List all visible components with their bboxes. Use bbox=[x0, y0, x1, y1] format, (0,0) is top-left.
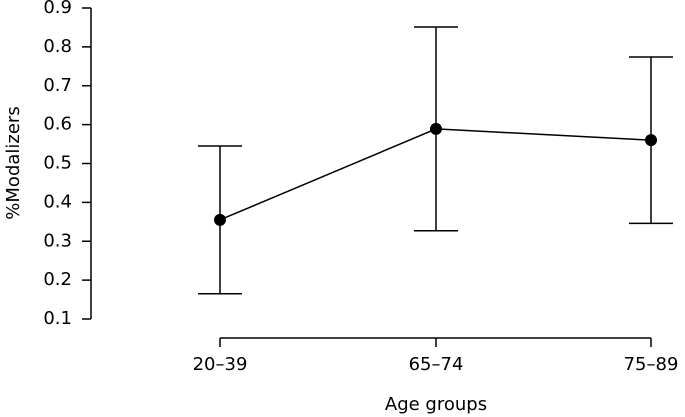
x-tick-label: 20–39 bbox=[193, 354, 248, 375]
y-axis-title: %Modalizers bbox=[3, 106, 24, 219]
y-tick-label: 0.2 bbox=[43, 269, 72, 290]
y-tick-label: 0.6 bbox=[43, 114, 72, 135]
point bbox=[430, 122, 442, 135]
point bbox=[214, 213, 226, 226]
y-tick-label: 0.9 bbox=[43, 0, 72, 18]
y-tick-label: 0.4 bbox=[43, 191, 72, 212]
y-tick-label: 0.7 bbox=[43, 75, 72, 96]
y-tick-label: 0.1 bbox=[43, 308, 72, 329]
x-tick-label: 65–74 bbox=[409, 354, 464, 375]
x-axis-title: Age groups bbox=[385, 394, 487, 415]
x-tick-label: 75–89 bbox=[624, 354, 679, 375]
y-tick-label: 0.5 bbox=[43, 153, 72, 174]
y-tick-label: 0.3 bbox=[43, 230, 72, 251]
y-tick-label: 0.8 bbox=[43, 36, 72, 57]
point bbox=[645, 134, 657, 147]
